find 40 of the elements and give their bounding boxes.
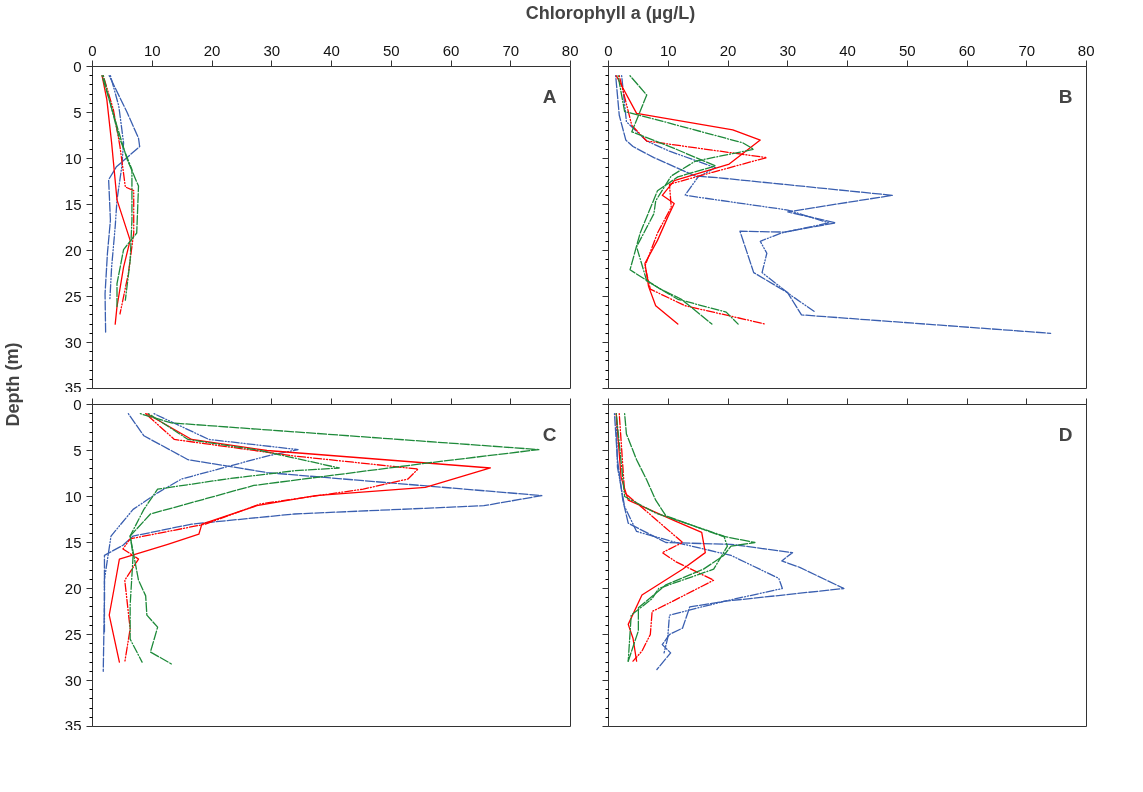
- x-tick-label: 30: [779, 41, 797, 59]
- y-tick-label: 5: [73, 441, 82, 459]
- x-tick-label: 60: [958, 41, 976, 59]
- annotation: B: [1058, 86, 1073, 107]
- y-tick-label: 20: [64, 579, 82, 597]
- x-tick-label: 50: [898, 41, 916, 59]
- x-tick-label: 80: [561, 41, 579, 59]
- x-tick-label: 60: [442, 41, 460, 59]
- y-tick-label: 10: [64, 149, 82, 167]
- annotation: A: [542, 86, 557, 107]
- x-tick-label: 40: [839, 41, 856, 59]
- x-tick-label: 50: [382, 41, 400, 59]
- x-tick-label: 0: [88, 41, 97, 59]
- y-tick-label: 15: [64, 533, 82, 551]
- y-tick-label: 20: [64, 241, 82, 259]
- x-tick-label: 40: [323, 41, 340, 59]
- x-tick-label: 20: [719, 41, 737, 59]
- y-tick-label: 0: [73, 57, 82, 75]
- x-tick-label: 0: [604, 41, 613, 59]
- x-tick-label: 80: [1077, 41, 1095, 59]
- x-tick-label: 10: [143, 41, 161, 59]
- x-tick-label: 70: [1018, 41, 1036, 59]
- annotation: C: [542, 424, 557, 445]
- y-tick-label: 30: [64, 333, 82, 351]
- x-tick-label: 10: [659, 41, 677, 59]
- x-axis-title: Chlorophyll a (µg/L): [525, 2, 696, 23]
- y-tick-label: 25: [64, 287, 82, 305]
- x-tick-label: 30: [263, 41, 281, 59]
- x-tick-label: 70: [502, 41, 520, 59]
- y-tick-label: 0: [73, 395, 82, 413]
- y-tick-label: 35: [64, 378, 82, 396]
- y-tick-label: 5: [73, 103, 82, 121]
- x-tick-label: 20: [203, 41, 221, 59]
- y-tick-label: 15: [64, 195, 82, 213]
- y-tick-label: 35: [64, 716, 82, 734]
- y-axis-title: Depth (m): [2, 342, 23, 427]
- y-tick-label: 30: [64, 671, 82, 689]
- y-tick-label: 10: [64, 487, 82, 505]
- annotation: D: [1058, 424, 1073, 445]
- y-tick-label: 25: [64, 625, 82, 643]
